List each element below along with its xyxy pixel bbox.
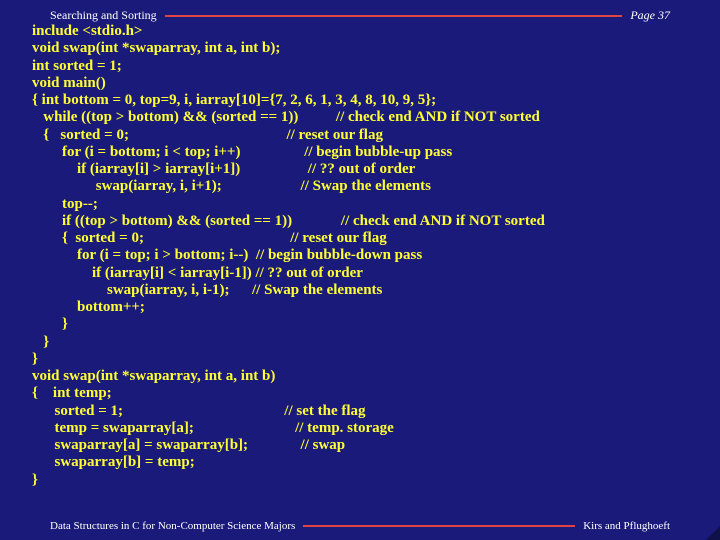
- page-number: Page 37: [630, 8, 710, 23]
- footer-row: Data Structures in C for Non-Computer Sc…: [0, 520, 720, 532]
- slide: Searching and Sorting Page 37 include <s…: [0, 0, 720, 540]
- code-block: include <stdio.h> void swap(int *swaparr…: [0, 23, 720, 489]
- header-divider: [165, 15, 623, 17]
- footer-right: Kirs and Pflughoeft: [583, 520, 710, 532]
- header-title: Searching and Sorting: [50, 8, 157, 23]
- corner-fold: [706, 526, 720, 540]
- footer-left: Data Structures in C for Non-Computer Sc…: [50, 520, 295, 532]
- header-row: Searching and Sorting Page 37: [0, 0, 720, 23]
- footer-divider: [303, 525, 575, 527]
